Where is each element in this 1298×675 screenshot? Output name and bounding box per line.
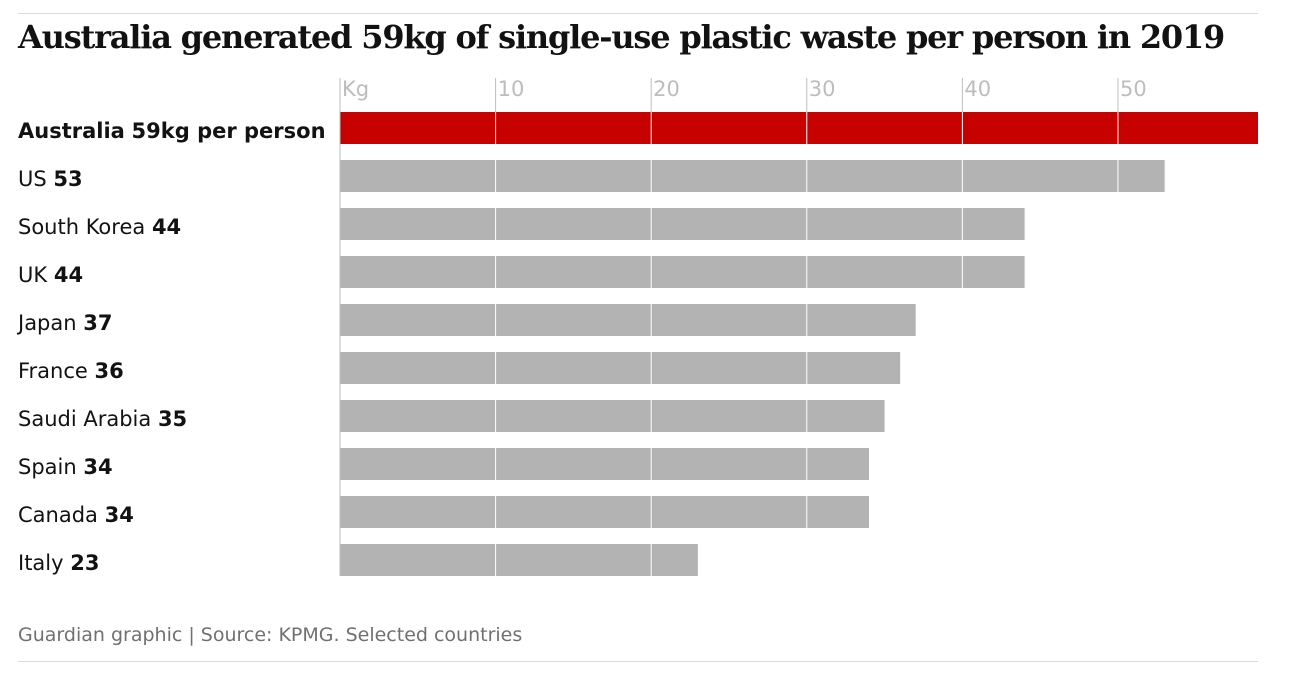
x-tick-label: 50 [1120,77,1147,101]
bar-france [340,352,901,384]
bar-saudi-arabia [340,400,885,432]
source-note: Guardian graphic | Source: KPMG. Selecte… [18,624,523,646]
value-label: 36 [94,359,124,383]
category-label: South Korea [18,215,146,239]
footer-rule [18,661,1258,662]
bars-group [340,112,1258,576]
category-label: UK [18,263,48,287]
x-tick-label: Kg [342,77,369,101]
row-label-south-korea: South Korea 44 [18,211,181,243]
row-label-saudi-arabia: Saudi Arabia 35 [18,403,187,435]
gridlines-group [339,78,1119,576]
value-label: 34 [104,503,134,527]
row-label-france: France 36 [18,355,124,387]
value-label: 23 [70,551,100,575]
x-tick-label: 20 [653,77,680,101]
bar-italy [340,544,698,576]
category-label: Spain [18,455,77,479]
category-label: Japan [18,311,77,335]
x-tick-label: 30 [809,77,836,101]
x-tick-label: 40 [964,77,991,101]
value-label: 35 [157,407,188,431]
category-label: Italy [18,551,64,575]
category-label: Australia [18,119,125,143]
row-label-italy: Italy 23 [18,547,99,579]
category-label: US [18,167,47,191]
category-label: Saudi Arabia [18,407,152,431]
top-rule [18,13,1258,14]
row-label-spain: Spain 34 [18,451,113,483]
bar-us [340,160,1165,192]
bar-australia [340,112,1258,144]
bar-spain [340,448,870,480]
bar-canada [340,496,870,528]
chart-title: Australia generated 59kg of single-use p… [18,18,1225,56]
value-label: 37 [83,311,113,335]
value-label: 44 [53,263,84,287]
bar-south-korea [340,208,1025,240]
row-label-us: US 53 [18,163,83,195]
bar-japan [340,304,916,336]
value-label: 44 [151,215,182,239]
value-label: 59kg per person [131,119,326,143]
row-label-australia: Australia 59kg per person [18,115,326,147]
row-label-uk: UK 44 [18,259,83,291]
tick-labels-group: Kg 10 20 30 40 50 [342,77,1147,101]
row-label-japan: Japan 37 [18,307,113,339]
value-label: 34 [83,455,113,479]
row-label-canada: Canada 34 [18,499,134,531]
x-tick-label: 10 [498,77,525,101]
category-label: Canada [18,503,98,527]
value-label: 53 [53,167,83,191]
bar-uk [340,256,1025,288]
category-label: France [18,359,88,383]
